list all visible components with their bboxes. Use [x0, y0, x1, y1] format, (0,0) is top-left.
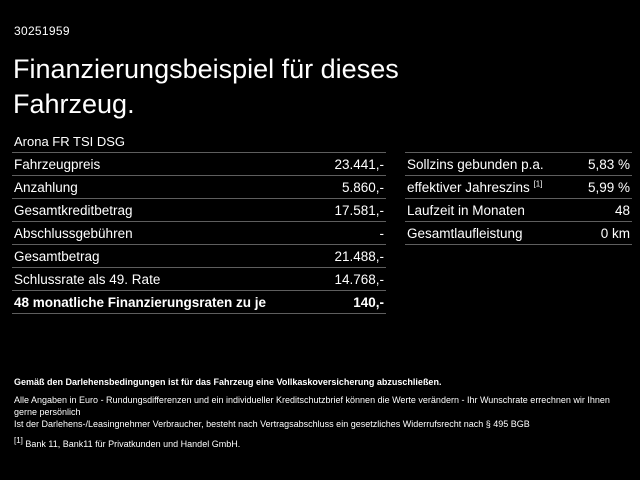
row-label: Anzahlung — [14, 179, 78, 195]
offer-id: 30251959 — [14, 24, 70, 38]
footnote-text: Bank 11, Bank11 für Privatkunden und Han… — [22, 439, 241, 449]
footnote-marker: [1] — [533, 179, 543, 188]
row-label: Gesamtbetrag — [14, 248, 100, 264]
row-value: 5,83 % — [587, 156, 630, 172]
row-value: 140,- — [353, 294, 384, 310]
row-value: - — [379, 225, 385, 241]
table-row: effektiver Jahreszins [1] 5,99 % — [405, 175, 632, 198]
finance-table-right: Sollzins gebunden p.a. 5,83 % effektiver… — [405, 152, 632, 245]
row-label: Gesamtkreditbetrag — [14, 202, 133, 218]
legal-footnote: [1] Bank 11, Bank11 für Privatkunden und… — [14, 436, 629, 450]
legal-line-3: Ist der Darlehens-/Leasingnehmer Verbrau… — [14, 418, 530, 429]
legal-line-2: Alle Angaben in Euro - Rundungsdifferenz… — [14, 395, 610, 417]
row-value: 5,99 % — [587, 179, 630, 195]
row-label: Abschlussgebühren — [14, 225, 133, 241]
table-row: Gesamtlaufleistung 0 km — [405, 221, 632, 245]
table-row: Gesamtkreditbetrag 17.581,- — [12, 198, 386, 221]
table-row: Laufzeit in Monaten 48 — [405, 198, 632, 221]
row-label-text: effektiver Jahreszins — [407, 179, 534, 195]
row-label: Schlussrate als 49. Rate — [14, 271, 161, 287]
footnote-marker: [1] — [14, 436, 23, 445]
row-label: 48 monatliche Finanzierungsraten zu je — [14, 294, 267, 310]
table-row-total: 48 monatliche Finanzierungsraten zu je 1… — [12, 290, 386, 314]
row-label-text: Gesamtlaufleistung — [407, 225, 523, 241]
row-label: Gesamtlaufleistung — [407, 226, 523, 241]
row-value: 14.768,- — [334, 271, 384, 287]
row-value: 0 km — [600, 225, 630, 241]
row-label: Sollzins gebunden p.a. — [407, 157, 544, 172]
table-row: Abschlussgebühren - — [12, 221, 386, 244]
row-value: 21.488,- — [334, 248, 384, 264]
row-value: 17.581,- — [334, 202, 384, 218]
row-value: 23.441,- — [334, 156, 384, 172]
legal-bold-line: Gemäß den Darlehensbedingungen ist für d… — [14, 377, 442, 387]
table-row: Anzahlung 5.860,- — [12, 175, 386, 198]
table-row: Sollzins gebunden p.a. 5,83 % — [405, 152, 632, 175]
row-label-text: Sollzins gebunden p.a. — [407, 156, 544, 172]
table-row: Schlussrate als 49. Rate 14.768,- — [12, 267, 386, 290]
row-value: 48 — [614, 202, 630, 218]
row-label-text: Laufzeit in Monaten — [407, 202, 525, 218]
row-value: 5.860,- — [341, 179, 384, 195]
vehicle-model: Arona FR TSI DSG — [14, 134, 126, 149]
table-row: Fahrzeugpreis 23.441,- — [12, 152, 386, 175]
table-row: Gesamtbetrag 21.488,- — [12, 244, 386, 267]
row-label: Laufzeit in Monaten — [407, 203, 525, 218]
page-title: Finanzierungsbeispiel für dieses Fahrzeu… — [13, 54, 399, 119]
legal-footer: Gemäß den Darlehensbedingungen ist für d… — [14, 377, 629, 450]
row-label: effektiver Jahreszins [1] — [407, 180, 542, 195]
finance-table-left: Fahrzeugpreis 23.441,- Anzahlung 5.860,-… — [12, 152, 386, 314]
row-label: Fahrzeugpreis — [14, 156, 101, 172]
